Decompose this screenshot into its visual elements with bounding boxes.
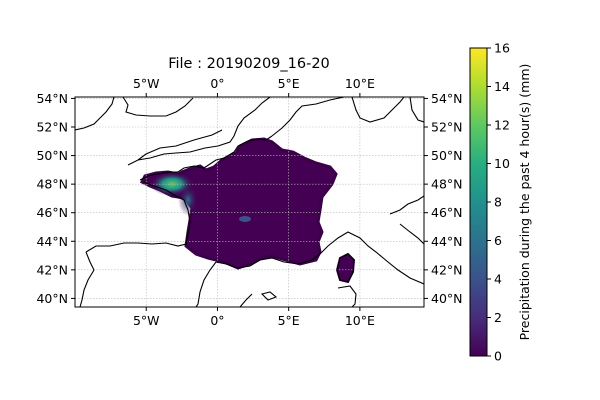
colorbar-tick-label: 6 <box>494 233 502 248</box>
colorbar-ramp <box>469 47 488 357</box>
lat-tick-label-right: 40°N <box>431 291 463 306</box>
colorbar-tick-label: 2 <box>494 310 502 325</box>
lat-tick-label-left: 54°N <box>36 91 68 106</box>
lon-tick-label-bottom: 10°E <box>345 313 375 328</box>
coastlines <box>75 97 424 307</box>
lat-tick-label-right: 46°N <box>431 205 463 220</box>
lat-tick-label-right: 50°N <box>431 148 463 163</box>
colorbar-tick-label: 8 <box>494 195 502 210</box>
coastline-north-sea <box>271 97 424 137</box>
coastline-spain-east <box>239 293 253 307</box>
lat-tick-label-right: 48°N <box>431 177 463 192</box>
lat-tick-label-right: 54°N <box>431 91 463 106</box>
map-title: File : 20190209_16-20 <box>168 56 330 72</box>
lat-tick-label-left: 44°N <box>36 234 68 249</box>
lat-tick-label-left: 46°N <box>36 205 68 220</box>
gridlines <box>75 97 424 307</box>
lat-tick-label-right: 44°N <box>431 234 463 249</box>
coastline-balearic <box>260 291 278 301</box>
coastline-ireland <box>75 97 115 131</box>
colorbar-tick-label: 14 <box>494 79 510 94</box>
lon-tick-label-top: 10°E <box>345 76 375 91</box>
lat-ticks-left: 40°N 42°N 44°N 46°N 48°N 50°N 52°N 54°N <box>36 91 75 306</box>
coastline-great-britain <box>122 97 271 166</box>
lon-tick-label-bottom: 5°E <box>278 313 300 328</box>
lat-tick-label-left: 52°N <box>36 120 68 135</box>
precip-small-patch <box>239 216 251 222</box>
precip-coast-band <box>178 184 198 216</box>
lon-ticks-bottom: 5°W 0° 5°E 10°E <box>133 307 375 328</box>
colorbar-ticks: 0 2 4 6 8 10 12 14 16 <box>487 41 510 364</box>
coastline-corsica <box>336 253 355 283</box>
lat-tick-label-right: 52°N <box>431 120 463 135</box>
lat-ticks-right: 40°N 42°N 44°N 46°N 48°N 50°N 52°N 54°N <box>424 91 463 306</box>
coastline-adriatic <box>389 195 424 245</box>
coastline-france-west <box>79 135 273 307</box>
lon-tick-label-top: 0° <box>210 76 224 91</box>
lat-tick-label-left: 48°N <box>36 177 68 192</box>
colorbar-tick-label: 12 <box>494 118 510 133</box>
colorbar-tick-label: 16 <box>494 41 510 56</box>
lon-tick-label-top: 5°W <box>133 76 160 91</box>
lat-tick-label-left: 50°N <box>36 148 68 163</box>
lon-tick-label-bottom: 5°W <box>133 313 160 328</box>
colorbar-tick-label: 4 <box>494 272 502 287</box>
colorbar: 0 2 4 6 8 10 12 14 16 Precipitation during the p… <box>469 41 532 364</box>
map-axes: 5°W 0° 5°E 10°E 5°W 0° 5°E 10°E 40°N 42°N 44°N 46… <box>36 76 462 328</box>
lat-tick-label-left: 42°N <box>36 262 68 277</box>
lon-ticks-top: 5°W 0° 5°E 10°E <box>133 76 375 97</box>
lon-tick-label-bottom: 0° <box>210 313 224 328</box>
lon-tick-label-top: 5°E <box>278 76 300 91</box>
coastline-sardinia <box>337 285 357 307</box>
lat-tick-label-left: 40°N <box>36 291 68 306</box>
colorbar-tick-label: 10 <box>494 156 510 171</box>
colorbar-label: Precipitation during the past 4 hour(s) … <box>517 64 532 341</box>
lat-tick-label-right: 42°N <box>431 262 463 277</box>
colorbar-tick-label: 0 <box>494 349 502 364</box>
map-frame <box>74 96 425 308</box>
coastline-mediterranean <box>195 231 424 307</box>
